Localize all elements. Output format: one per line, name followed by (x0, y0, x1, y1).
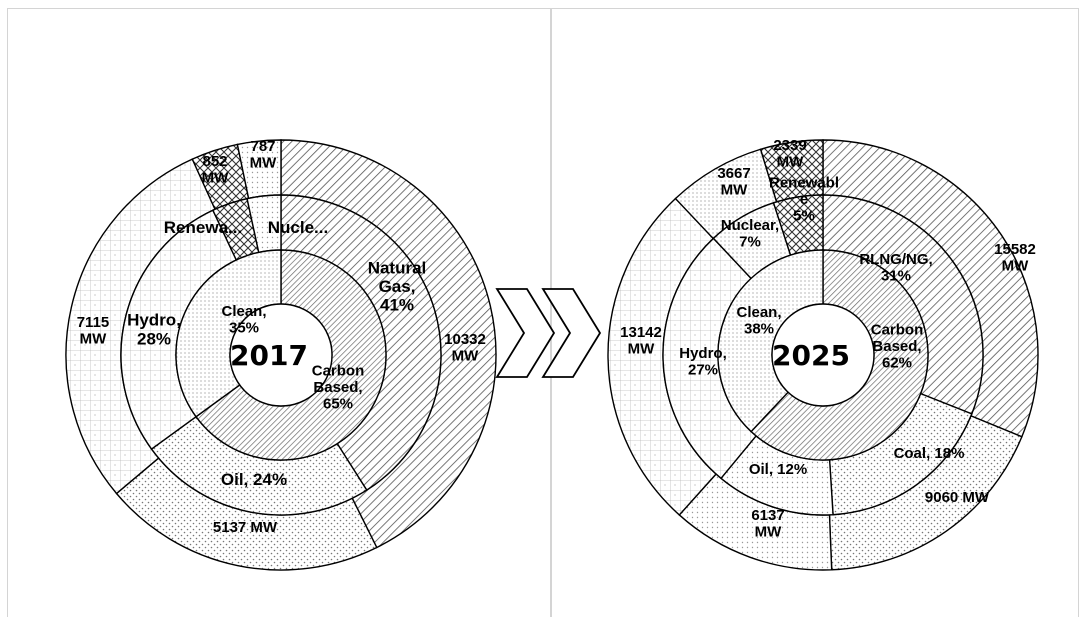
transition-arrows-icon (495, 288, 602, 378)
middle-slice-label: Oil, 12% (749, 461, 807, 478)
middle-slice-label: Oil, 24% (221, 470, 287, 489)
middle-slice-label: Coal, 18% (894, 445, 965, 462)
inner-slice-label: Clean, 35% (221, 303, 266, 337)
outer-slice-label: 9060 MW (925, 489, 990, 506)
pie-center-hole (771, 303, 875, 407)
outer-slice-label: 6137 MW (751, 507, 784, 541)
inner-slice-label: Carbon Based, 65% (312, 363, 365, 413)
middle-slice-label: Nuclear, 7% (721, 217, 779, 251)
middle-slice-label: Renewabl e 5% (769, 175, 839, 225)
left-panel (7, 8, 551, 617)
outer-slice-label: 787 MW (250, 138, 277, 172)
year-label: 2017 (230, 339, 308, 372)
middle-slice-label: Renewa... (164, 218, 242, 237)
middle-slice-label: Hydro, 28% (127, 311, 181, 349)
outer-slice-label: 7115 MW (77, 314, 110, 348)
pie-chart-2017: 2017 Carbon Based, 65% Clean, 35% Natural Gas, 4… (65, 138, 497, 571)
middle-slice-label: Nucle... (268, 218, 328, 237)
middle-slice-label: Hydro, 27% (679, 345, 727, 379)
pie-center-hole (229, 303, 333, 407)
outer-slice-label: 13142 MW (620, 324, 662, 358)
outer-slice-label: 852 MW (202, 153, 229, 187)
middle-slice-label: RLNG/NG, 31% (859, 251, 932, 285)
outer-slice-label: 2339 MW (773, 137, 806, 171)
outer-slice-label: 3667 MW (717, 165, 750, 199)
pie-charts: 2017 Carbon Based, 65% Clean, 35% Natural Gas, 4… (65, 137, 1039, 571)
middle-slice-label: Natural Gas, 41% (368, 258, 427, 314)
pie-chart-2025: 2025 Carbon Based, 62% Clean, 38% RLNG/NG, 31% C… (607, 137, 1039, 571)
inner-slice-label: Clean, 38% (736, 304, 781, 338)
right-panel (551, 8, 1079, 617)
outer-slice-label: 15582 MW (994, 241, 1036, 275)
year-label: 2025 (772, 339, 850, 372)
inner-slice-label: Carbon Based, 62% (871, 322, 924, 372)
outer-slice-label: 5137 MW (213, 519, 278, 536)
outer-slice-label: 10332 MW (444, 331, 486, 365)
